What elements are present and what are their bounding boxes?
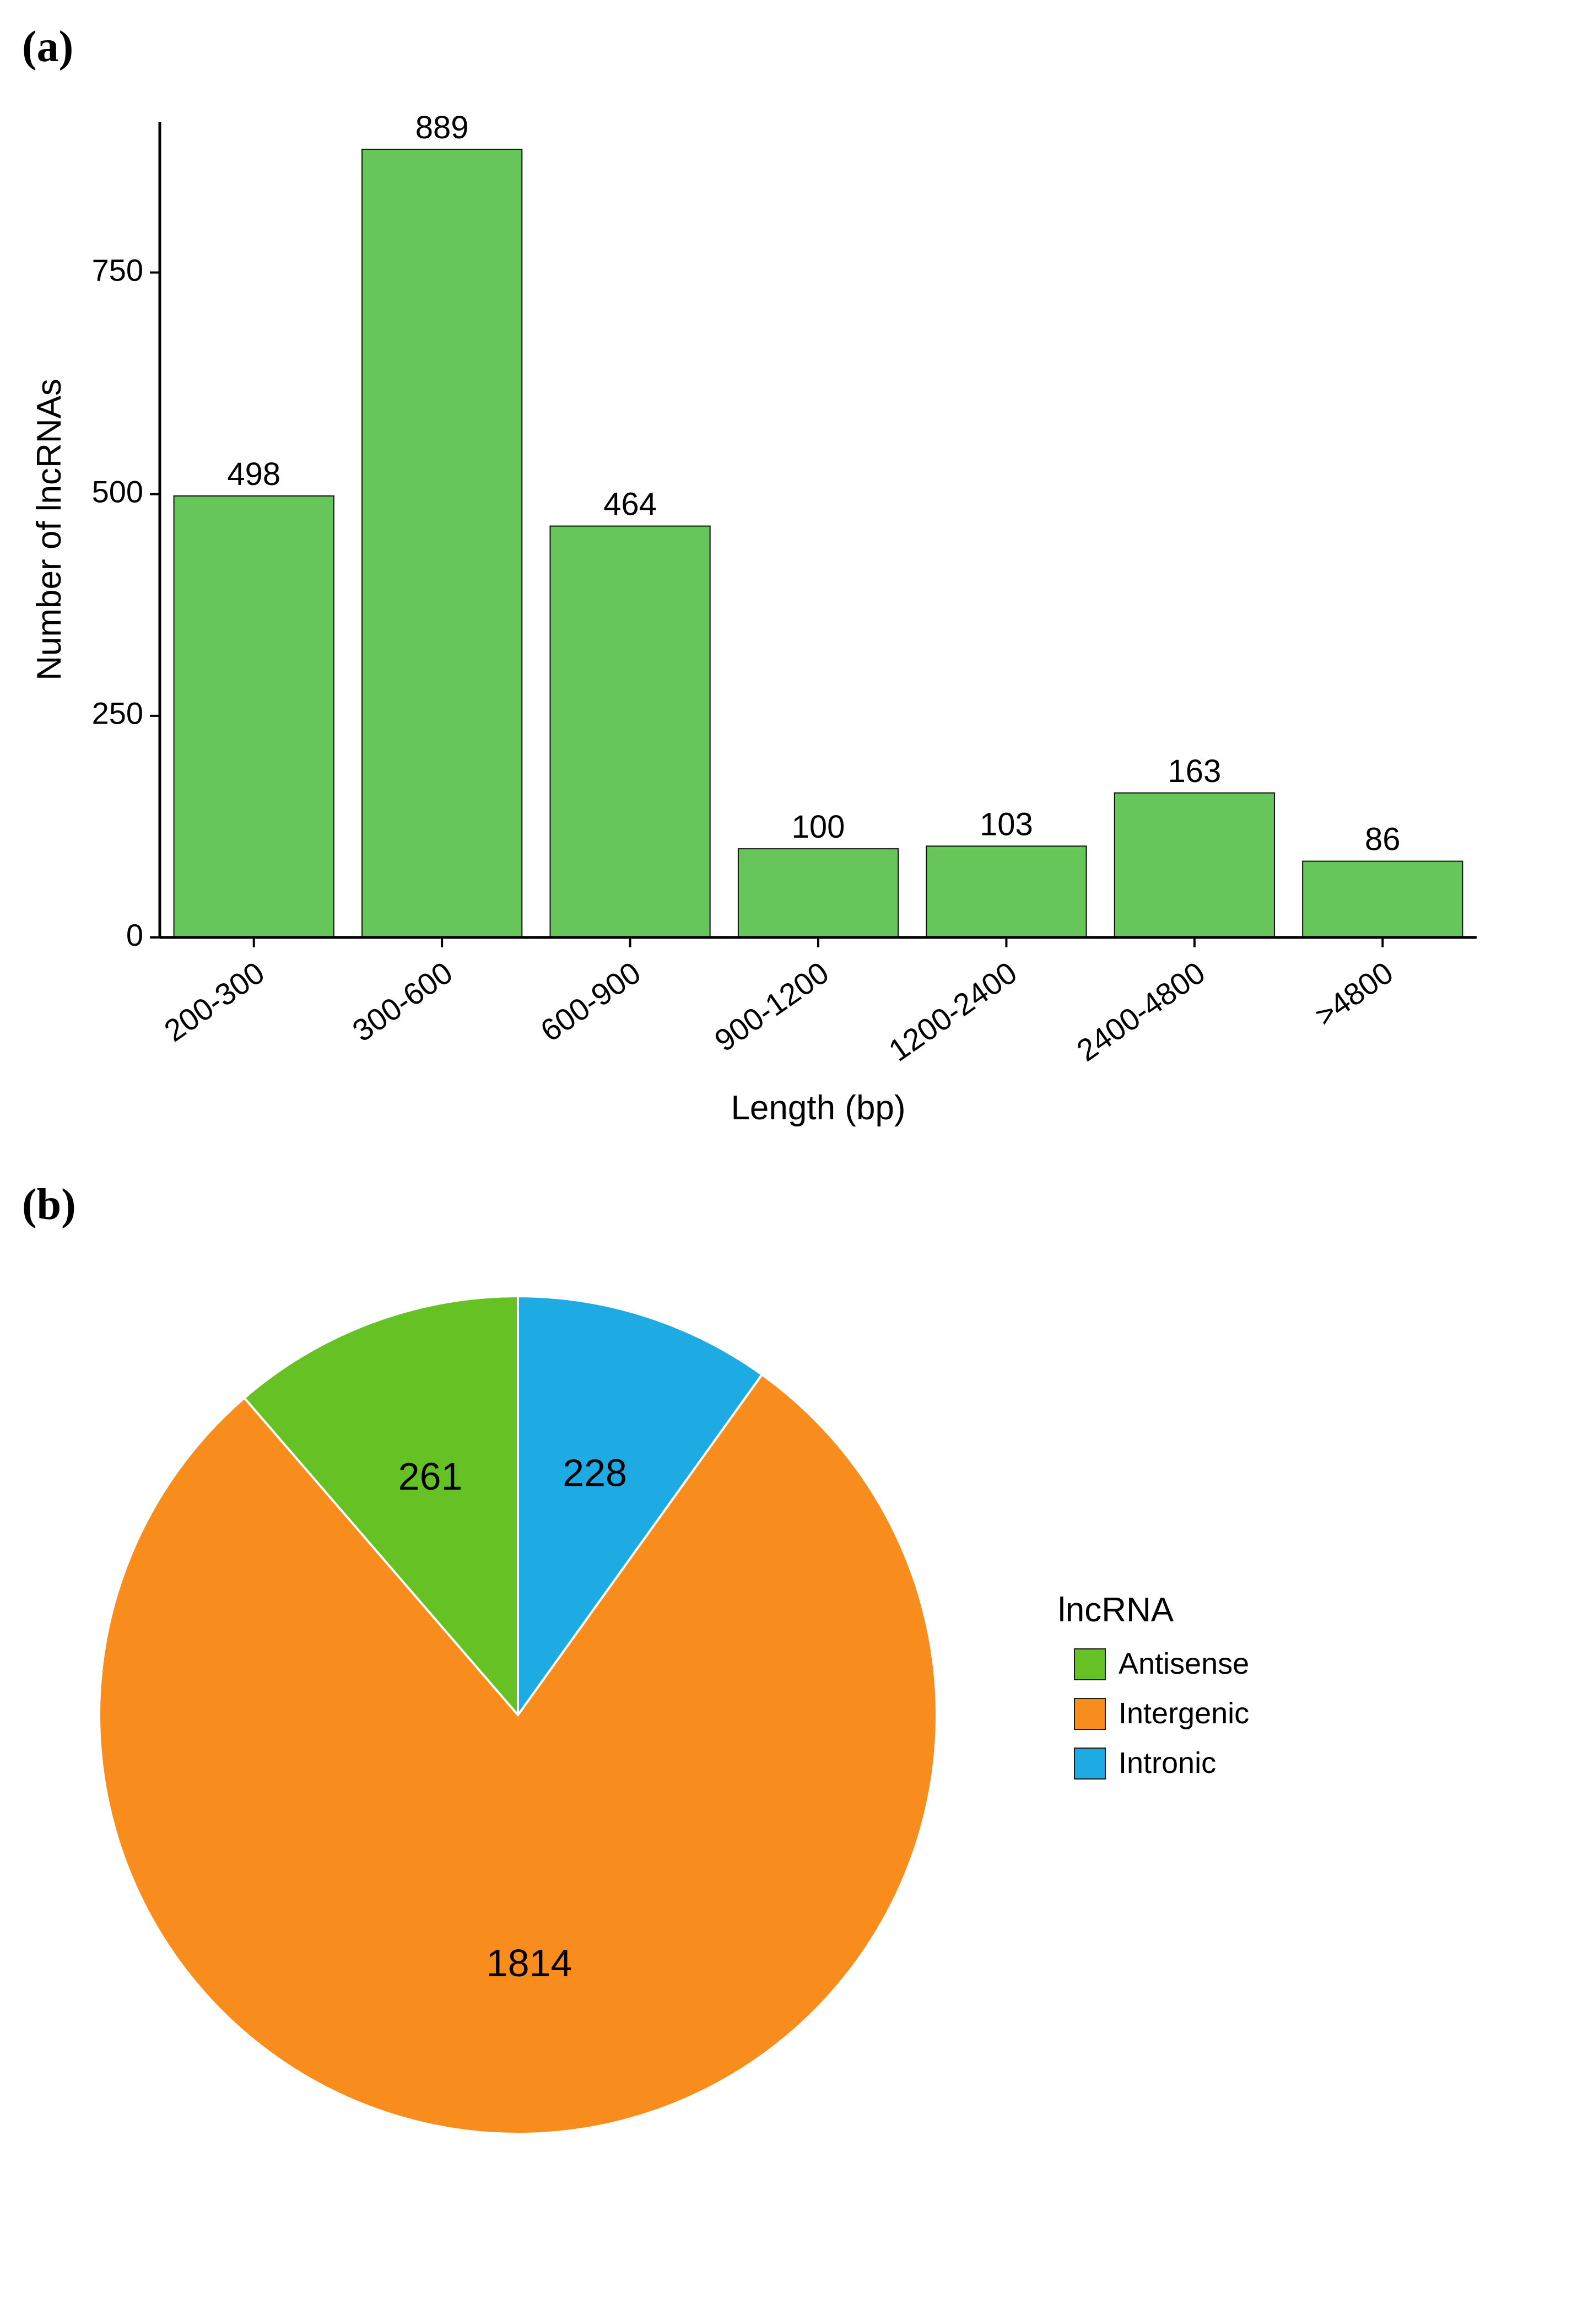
pie-value-label: 1814 (487, 1942, 572, 1985)
x-tick-label: 2400-4800 (1071, 955, 1212, 1068)
legend-item-label: Intergenic (1119, 1697, 1249, 1730)
pie-value-label: 228 (563, 1451, 627, 1494)
bar (738, 849, 898, 937)
legend-item-label: Intronic (1119, 1746, 1216, 1780)
bar-value-label: 498 (227, 456, 280, 492)
y-tick-label: 750 (92, 252, 143, 287)
y-tick-label: 250 (92, 696, 143, 731)
bar-value-label: 163 (1168, 753, 1221, 789)
x-tick-label: 200-300 (158, 955, 271, 1048)
bar (926, 846, 1086, 937)
bar-value-label: 889 (415, 110, 469, 145)
x-axis-label: Length (bp) (731, 1089, 905, 1127)
bar (362, 149, 522, 937)
x-tick-label: >4800 (1309, 955, 1400, 1033)
bar (1115, 793, 1274, 937)
y-tick-label: 0 (126, 918, 143, 952)
legend-title: lncRNA (1058, 1591, 1174, 1629)
legend-swatch (1074, 1698, 1105, 1729)
x-tick-label: 900-1200 (708, 955, 835, 1058)
bar-value-label: 103 (980, 806, 1033, 842)
panel-b: (b) 261 228 1814 lncRNA Antisense Intergenic I… (22, 1180, 1550, 2217)
pie-value-label: 261 (398, 1455, 463, 1498)
bar-value-label: 86 (1365, 822, 1401, 858)
panel-a-label: (a) (22, 22, 1550, 72)
bar (550, 526, 710, 937)
bar-value-label: 464 (603, 487, 657, 522)
x-tick-label: 1200-2400 (882, 955, 1023, 1068)
bar-value-label: 100 (792, 809, 845, 845)
x-tick-label: 600-900 (534, 955, 646, 1048)
pie-chart: 261 228 1814 lncRNA Antisense Intergenic Intro… (22, 1236, 1510, 2217)
legend-swatch (1074, 1748, 1105, 1779)
panel-a: (a) 0 250 500 750 498 200-300 889 300-600 464 600… (22, 22, 1550, 1136)
bar (174, 496, 334, 937)
y-axis-label: Number of lncRNAs (30, 379, 68, 681)
bar (1303, 861, 1462, 937)
x-tick-label: 300-600 (346, 955, 458, 1048)
legend-item-label: Antisense (1119, 1647, 1249, 1680)
y-tick-label: 500 (92, 474, 143, 509)
bar-chart: 0 250 500 750 498 200-300 889 300-600 464 600-900… (22, 78, 1510, 1136)
legend-swatch (1074, 1649, 1105, 1680)
panel-b-label: (b) (22, 1180, 1550, 1230)
